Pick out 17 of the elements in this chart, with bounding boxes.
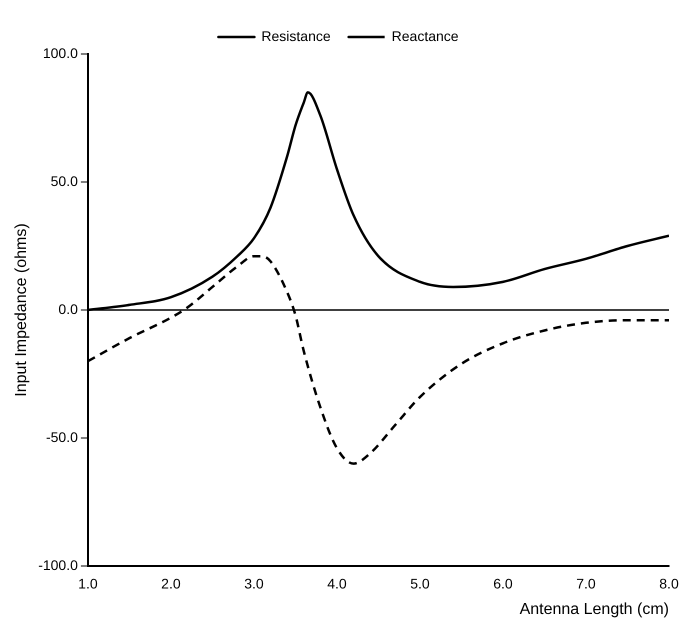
x-tick-label: 7.0 <box>576 575 596 592</box>
y-tick-label: -100.0 <box>38 556 78 573</box>
y-axis-title: Input Impedance (ohms) <box>13 223 30 397</box>
y-tick-label: -50.0 <box>46 428 78 445</box>
x-tick-label: 3.0 <box>244 575 264 592</box>
y-tick-label: 100.0 <box>42 44 78 61</box>
x-tick-label: 2.0 <box>161 575 181 592</box>
x-axis-title: Antenna Length (cm) <box>520 600 669 618</box>
x-tick-label: 4.0 <box>327 575 347 592</box>
y-tick-label: 50.0 <box>50 172 78 189</box>
legend-label: Reactance <box>392 28 459 44</box>
x-tick-label: 6.0 <box>493 575 513 592</box>
x-tick-label: 1.0 <box>78 575 98 592</box>
legend-label: Resistance <box>261 28 331 44</box>
y-tick-label: 0.0 <box>58 300 78 317</box>
x-tick-label: 8.0 <box>659 575 679 592</box>
x-tick-label: 5.0 <box>410 575 430 592</box>
